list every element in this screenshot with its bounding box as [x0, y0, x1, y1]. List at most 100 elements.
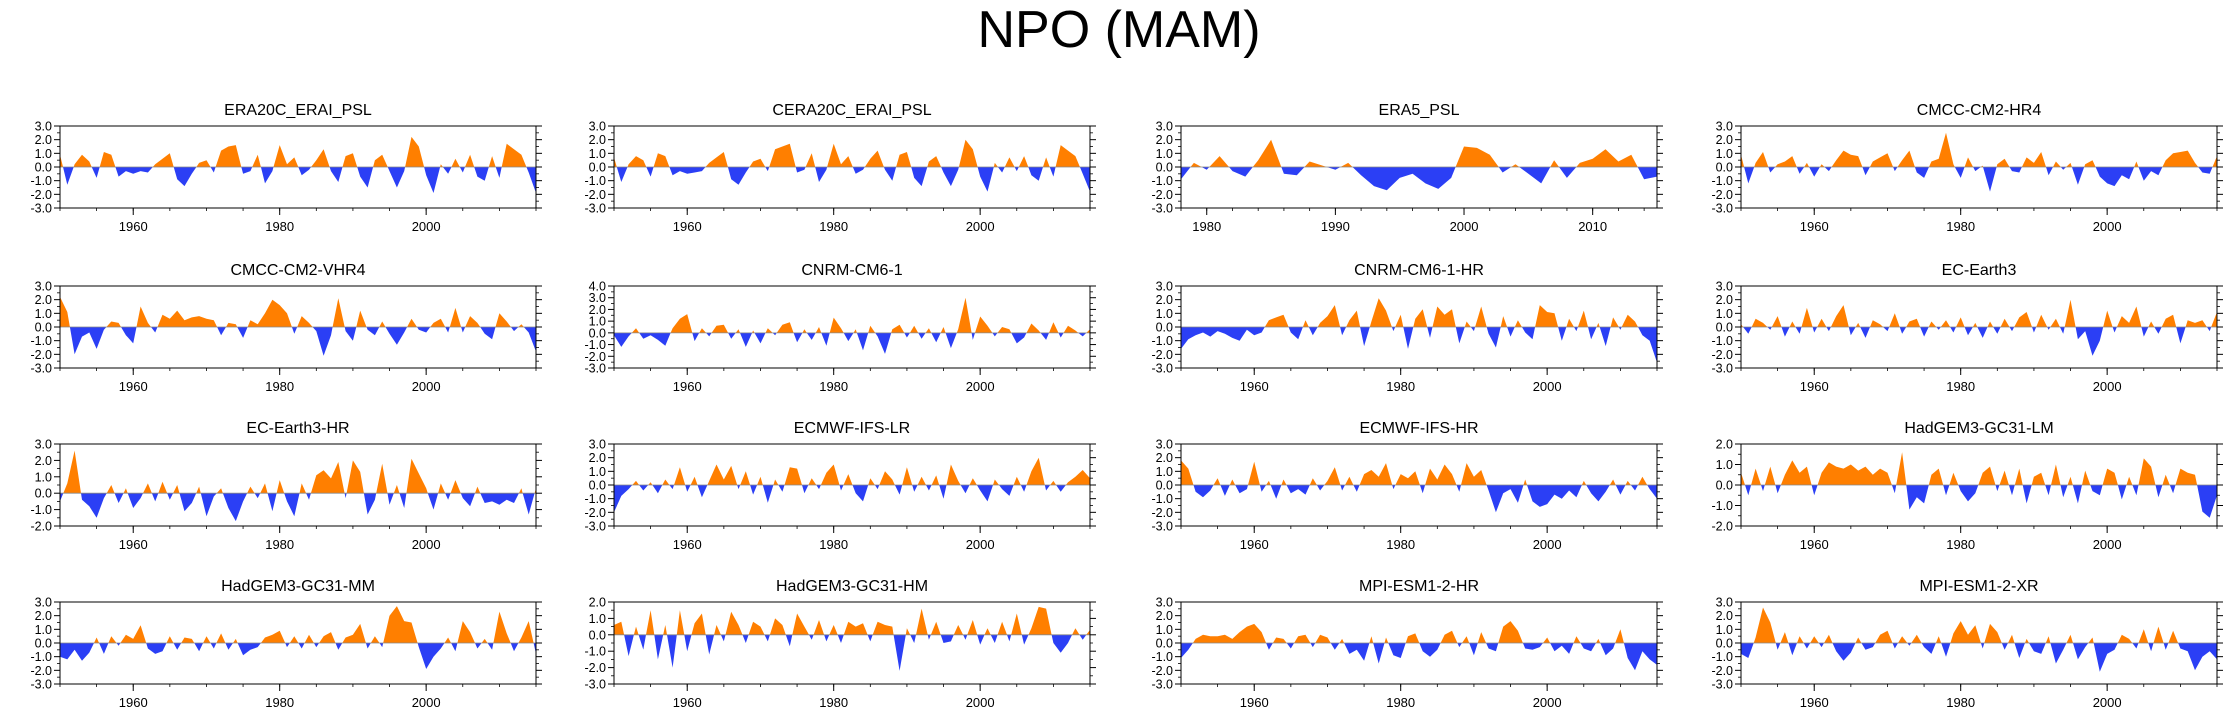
- y-tick-label: 1.0: [35, 147, 52, 161]
- panel-title: EC-Earth3-HR: [246, 420, 349, 437]
- panel-7: CNRM-CM6-1-HR 3.02.01.00.0-1.0-2.0-3.0 196…: [1151, 262, 1663, 394]
- y-tick-label: 3.0: [1716, 596, 1733, 610]
- y-tick-label: -1.0: [1151, 174, 1173, 188]
- x-tick-label: 2000: [2093, 379, 2122, 394]
- y-tick-label: 2.0: [1156, 133, 1173, 147]
- x-tick-label: 1960: [673, 219, 702, 234]
- positive-area: [614, 457, 1090, 485]
- y-tick-label: -3.0: [1711, 678, 1733, 692]
- y-tick-label: -1.0: [1151, 334, 1173, 348]
- y-tick-label: 3.0: [1716, 120, 1733, 134]
- y-tick-label: -1.0: [584, 492, 606, 506]
- y-tick-label: 0.0: [1156, 161, 1173, 175]
- y-tick-label: -1.0: [584, 338, 606, 352]
- negative-area: [60, 167, 536, 193]
- x-tick-label: 1980: [1192, 219, 1221, 234]
- positive-area: [60, 136, 536, 167]
- x-tick-label: 1960: [673, 379, 702, 394]
- positive-area: [1741, 607, 2217, 643]
- y-tick-label: -3.0: [1151, 520, 1173, 534]
- panel-10: ECMWF-IFS-LR 3.02.01.00.0-1.0-2.0-3.0 1960…: [584, 420, 1096, 552]
- panel-title: HadGEM3-GC31-HM: [776, 578, 928, 595]
- y-tick-label: 2.0: [1716, 609, 1733, 623]
- y-tick-label: -1.0: [584, 645, 606, 659]
- x-tick-label: 1980: [1386, 379, 1415, 394]
- negative-area: [1741, 643, 2217, 672]
- y-tick-label: -3.0: [584, 520, 606, 534]
- x-tick-label: 2000: [2093, 537, 2122, 552]
- panel-6: CNRM-CM6-1 4.03.02.01.00.0-1.0-2.0-3.0 196…: [584, 262, 1096, 394]
- panel-title: EC-Earth3: [1942, 262, 2017, 279]
- y-tick-label: 3.0: [35, 280, 52, 294]
- y-tick-label: -1.0: [1711, 174, 1733, 188]
- x-tick-label: 2000: [966, 695, 995, 710]
- x-tick-label: 1980: [265, 219, 294, 234]
- x-tick-label: 2000: [412, 219, 441, 234]
- panel-title: ERA20C_ERAI_PSL: [224, 102, 372, 119]
- y-tick-label: 3.0: [1156, 596, 1173, 610]
- panel-title: CNRM-CM6-1-HR: [1354, 262, 1484, 279]
- panel-title: ECMWF-IFS-LR: [794, 420, 910, 437]
- panel-11: ECMWF-IFS-HR 3.02.01.00.0-1.0-2.0-3.0 1960…: [1151, 420, 1663, 552]
- y-tick-label: -2.0: [1151, 506, 1173, 520]
- y-tick-label: 1.0: [1716, 623, 1733, 637]
- y-tick-label: 1.0: [1156, 147, 1173, 161]
- y-tick-label: -2.0: [30, 520, 52, 534]
- x-tick-label: 1980: [265, 695, 294, 710]
- y-tick-label: 0.0: [1156, 637, 1173, 651]
- negative-area: [1181, 643, 1657, 671]
- positive-area: [614, 139, 1090, 167]
- y-tick-label: 2.0: [589, 596, 606, 610]
- panel-1: ERA20C_ERAI_PSL 3.02.01.00.0-1.0-2.0-3.0 1…: [30, 102, 542, 234]
- x-tick-label: 1960: [119, 219, 148, 234]
- y-tick-label: 1.0: [1156, 465, 1173, 479]
- negative-area: [60, 493, 536, 522]
- x-tick-label: 1980: [265, 379, 294, 394]
- y-tick-label: -2.0: [584, 350, 606, 364]
- x-tick-label: 1980: [1386, 537, 1415, 552]
- x-tick-label: 2000: [1533, 379, 1562, 394]
- negative-area: [614, 332, 1090, 354]
- panel-5: CMCC-CM2-VHR4 3.02.01.00.0-1.0-2.0-3.0 196…: [30, 262, 542, 394]
- x-tick-label: 1980: [265, 537, 294, 552]
- y-tick-label: -1.0: [30, 174, 52, 188]
- y-tick-label: 2.0: [589, 133, 606, 147]
- panel-14: HadGEM3-GC31-HM 2.0 1.0 0.0 -1.0 -2.0 -3.0 1960…: [584, 578, 1096, 710]
- y-tick-label: 0.0: [589, 161, 606, 175]
- y-tick-label: -2.0: [1151, 188, 1173, 202]
- x-tick-label: 1980: [819, 537, 848, 552]
- negative-area: [60, 643, 536, 669]
- x-tick-label: 1960: [119, 695, 148, 710]
- y-tick-label: 2.0: [1716, 133, 1733, 147]
- y-tick-label: 3.0: [1156, 438, 1173, 452]
- y-tick-label: -3.0: [584, 362, 606, 376]
- y-tick-label: 2.0: [1716, 438, 1733, 452]
- y-tick-label: -2.0: [30, 664, 52, 678]
- y-tick-label: -2.0: [1711, 520, 1733, 534]
- x-tick-label: 1960: [1240, 537, 1269, 552]
- y-tick-label: 0.0: [1716, 637, 1733, 651]
- plot-frame: [59, 443, 537, 527]
- plot-frame: [613, 601, 1091, 685]
- panel-3: ERA5_PSL 3.02.01.00.0-1.0-2.0-3.0 1980 1990…: [1151, 102, 1663, 234]
- y-tick-label: -3.0: [30, 362, 52, 376]
- x-tick-label: 2000: [412, 695, 441, 710]
- y-tick-label: 2.0: [589, 303, 606, 317]
- x-tick-label: 2000: [1450, 219, 1479, 234]
- x-tick-label: 1960: [1800, 537, 1829, 552]
- y-tick-label: 3.0: [35, 438, 52, 452]
- x-tick-label: 1960: [673, 537, 702, 552]
- negative-area: [1741, 327, 2217, 356]
- x-tick-label: 2000: [412, 537, 441, 552]
- x-tick-label: 1960: [1800, 379, 1829, 394]
- y-tick-label: 3.0: [589, 291, 606, 305]
- negative-area: [1181, 167, 1657, 191]
- y-tick-label: 0.0: [1156, 479, 1173, 493]
- y-tick-label: 2.0: [1716, 293, 1733, 307]
- y-tick-label: 0.0: [589, 479, 606, 493]
- positive-area: [1181, 621, 1657, 643]
- y-tick-label: -2.0: [30, 188, 52, 202]
- x-tick-label: 1960: [1240, 695, 1269, 710]
- y-tick-label: 1.0: [589, 147, 606, 161]
- negative-area: [1741, 167, 2217, 192]
